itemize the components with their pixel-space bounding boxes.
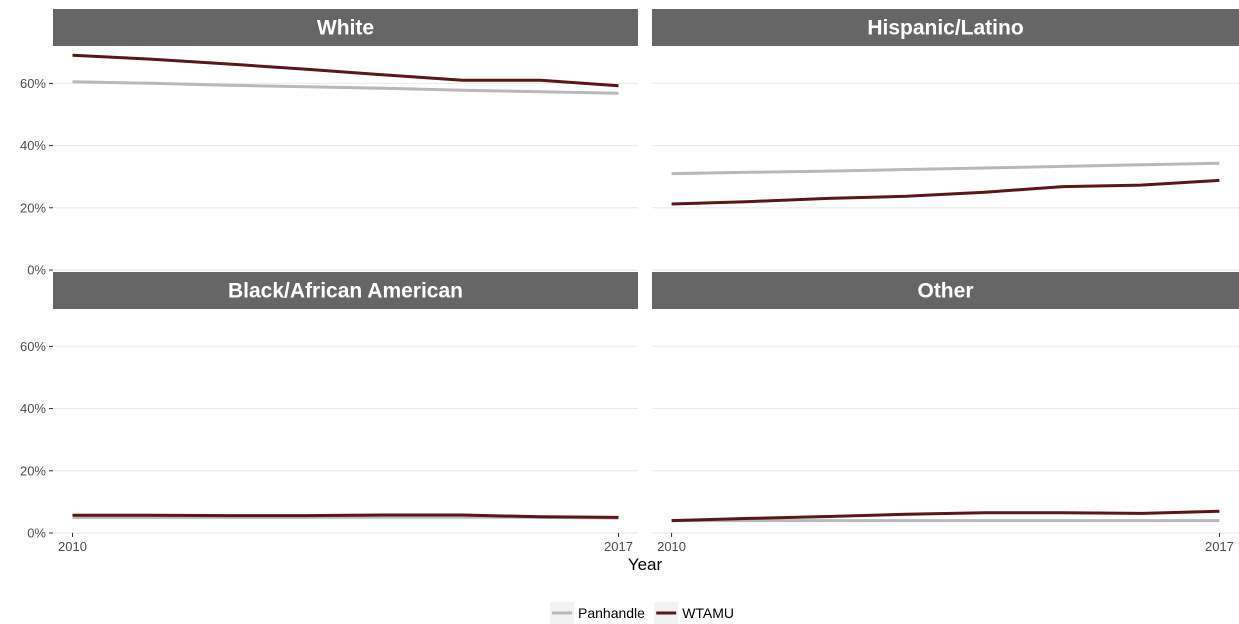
series-line-wtamu (671, 178, 1220, 206)
facet-title: White (317, 17, 374, 40)
legend-label: Panhandle (578, 605, 645, 621)
facet-panel: Hispanic/Latino (652, 9, 1239, 271)
legend-key-wtamu: WTAMU (654, 602, 734, 624)
x-tick-label: 2017 (604, 539, 633, 554)
x-tick-label: 2010 (58, 539, 87, 554)
y-tick-label: 0% (27, 263, 46, 278)
y-tick-label: 40% (20, 401, 46, 416)
facet-title: Other (917, 280, 973, 303)
facet-panel: Black/African American (53, 272, 638, 534)
facet-strip (652, 9, 1239, 46)
facet-panel: Other (652, 272, 1239, 534)
legend: Panhandle WTAMU (550, 602, 734, 624)
series-line-wtamu (671, 509, 1220, 523)
x-tick-label: 2010 (657, 539, 686, 554)
series-line-panhandle (671, 161, 1220, 176)
facet-strip (53, 9, 638, 46)
legend-key-panhandle: Panhandle (550, 602, 645, 624)
panels-layer: White Hispanic/Latino Black/African Americ… (53, 9, 1239, 534)
facet-title: Hispanic/Latino (867, 17, 1023, 40)
facet-title: Black/African American (228, 280, 463, 303)
facet-strip (53, 272, 638, 309)
facet-panel: White (53, 9, 638, 271)
y-tick-label: 20% (20, 463, 46, 478)
axes-layer: 0% 20% 40% 60% 0% 20% 40% 60% 2010 2017 2010 2017 (20, 76, 1234, 554)
series-line-panhandle (72, 80, 619, 95)
x-axis-title: Year (628, 555, 663, 574)
y-tick-label: 0% (27, 526, 46, 541)
facet-strip (652, 272, 1239, 309)
x-tick-label: 2017 (1205, 539, 1234, 554)
series-line-wtamu (72, 53, 619, 88)
legend-label: WTAMU (682, 605, 734, 621)
y-tick-label: 40% (20, 138, 46, 153)
y-tick-label: 60% (20, 339, 46, 354)
y-tick-label: 20% (20, 200, 46, 215)
y-tick-label: 60% (20, 76, 46, 91)
series-line-wtamu (72, 513, 619, 519)
